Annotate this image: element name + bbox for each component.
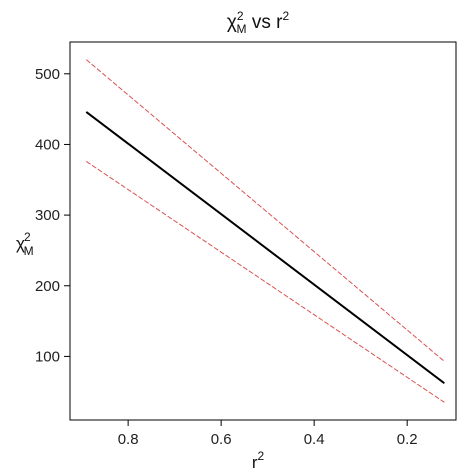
y-tick-label: 100 — [35, 348, 60, 365]
series-layer — [85, 59, 445, 403]
y-axis-label: χ2 M — [16, 230, 34, 258]
x-tick-label: 0.4 — [304, 431, 325, 448]
y-axis: 100 200 300 400 500 — [35, 66, 70, 365]
x-axis-label: r2 — [252, 449, 265, 472]
lower-bound-line — [85, 160, 445, 403]
chart-title: χ2 M vs r2 — [227, 9, 290, 36]
plot-frame — [69, 41, 457, 421]
x-tick-label: 0.8 — [118, 431, 139, 448]
x-tick-label: 0.6 — [211, 431, 232, 448]
y-tick-label: 200 — [35, 278, 60, 295]
x-axis: 0.8 0.6 0.4 0.2 — [118, 420, 418, 448]
y-tick-label: 400 — [35, 136, 60, 153]
y-tick-label: 500 — [35, 66, 60, 83]
upper-bound-line — [85, 59, 445, 362]
x-tick-label: 0.2 — [397, 431, 418, 448]
y-tick-label: 300 — [35, 207, 60, 224]
fitted-line — [85, 111, 445, 385]
